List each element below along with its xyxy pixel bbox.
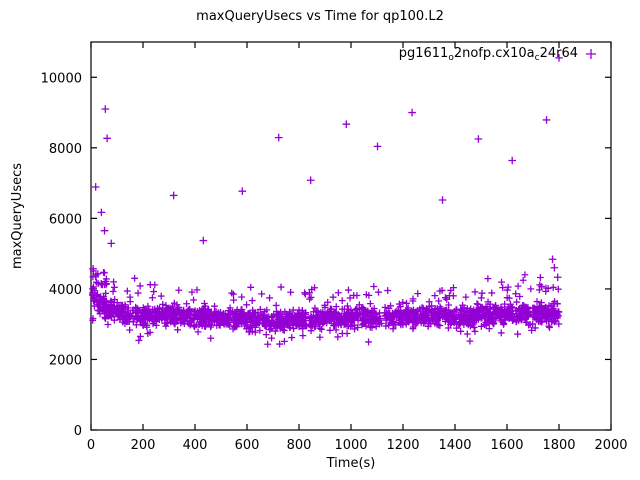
plot-frame xyxy=(90,41,612,431)
legend-label-sub2: c xyxy=(534,53,540,63)
svg-text:200: 200 xyxy=(131,438,156,453)
data-points xyxy=(89,54,563,348)
axis-tick-labels: 0 2000 4000 6000 8000 10000 0 200 400 600 800 1000 1… xyxy=(41,71,628,453)
legend-label-part2: 2nofp.cx10a xyxy=(453,46,535,61)
chart-title: maxQueryUsecs vs Time for qp100.L2 xyxy=(196,9,444,24)
axis-ticks xyxy=(90,42,612,431)
svg-text:800: 800 xyxy=(287,438,312,453)
svg-text:2000: 2000 xyxy=(49,353,82,368)
svg-text:6000: 6000 xyxy=(49,212,82,227)
svg-text:1800: 1800 xyxy=(542,438,575,453)
svg-text:1200: 1200 xyxy=(386,438,419,453)
svg-text:4000: 4000 xyxy=(49,283,82,298)
svg-text:400: 400 xyxy=(183,438,208,453)
x-axis-label: Time(s) xyxy=(326,456,376,471)
svg-text:2000: 2000 xyxy=(594,438,627,453)
svg-text:8000: 8000 xyxy=(49,142,82,157)
svg-text:0: 0 xyxy=(87,438,95,453)
legend-marker-icon xyxy=(586,49,596,59)
svg-text:10000: 10000 xyxy=(41,71,82,86)
legend-label-sub1: o xyxy=(448,53,454,63)
svg-text:600: 600 xyxy=(235,438,260,453)
legend-label-part3: 24r64 xyxy=(539,46,578,61)
svg-text:0: 0 xyxy=(74,424,82,439)
svg-text:1600: 1600 xyxy=(490,438,523,453)
legend-label-part1: pg1611 xyxy=(398,46,449,61)
svg-text:1000: 1000 xyxy=(334,438,367,453)
legend-entry: pg1611o2nofp.cx10ac24r64 xyxy=(180,45,578,64)
svg-text:1400: 1400 xyxy=(438,438,471,453)
